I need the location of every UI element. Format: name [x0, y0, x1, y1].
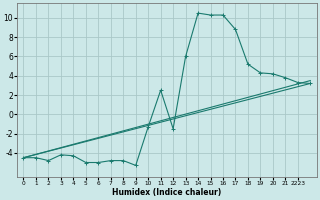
X-axis label: Humidex (Indice chaleur): Humidex (Indice chaleur)	[112, 188, 221, 197]
